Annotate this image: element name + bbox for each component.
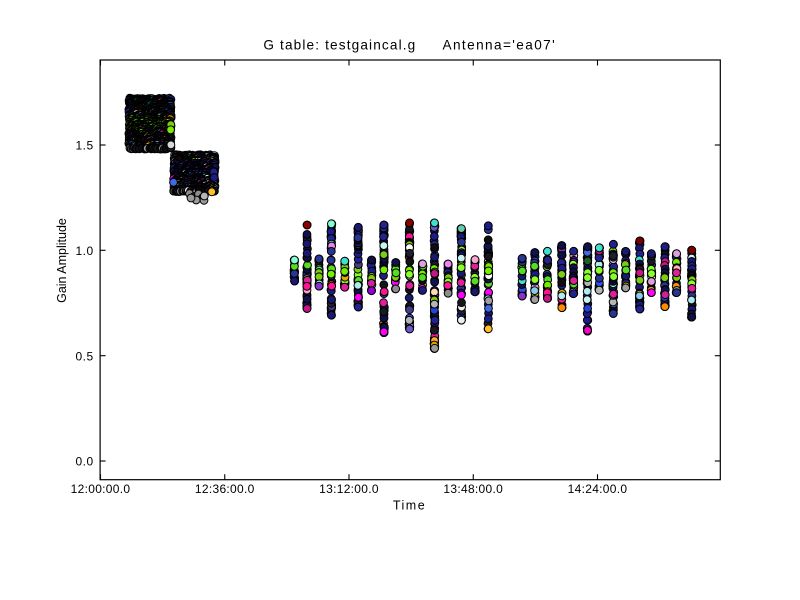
svg-text:13:48:00.0: 13:48:00.0 (443, 482, 503, 496)
svg-text:0.5: 0.5 (76, 349, 94, 363)
svg-text:Gain Amplitude: Gain Amplitude (55, 218, 69, 303)
svg-text:12:36:00.0: 12:36:00.0 (195, 482, 255, 496)
svg-text:12:00:00.0: 12:00:00.0 (71, 482, 131, 496)
svg-text:13:12:00.0: 13:12:00.0 (319, 482, 379, 496)
svg-text:14:24:00.0: 14:24:00.0 (568, 482, 628, 496)
svg-text:G table: testgaincal.g: G table: testgaincal.g (263, 37, 416, 52)
svg-text:Time: Time (393, 499, 426, 513)
svg-text:Antenna='ea07': Antenna='ea07' (443, 37, 557, 52)
svg-text:0.0: 0.0 (76, 455, 94, 469)
svg-text:1.5: 1.5 (76, 139, 94, 153)
svg-text:1.0: 1.0 (76, 244, 94, 258)
